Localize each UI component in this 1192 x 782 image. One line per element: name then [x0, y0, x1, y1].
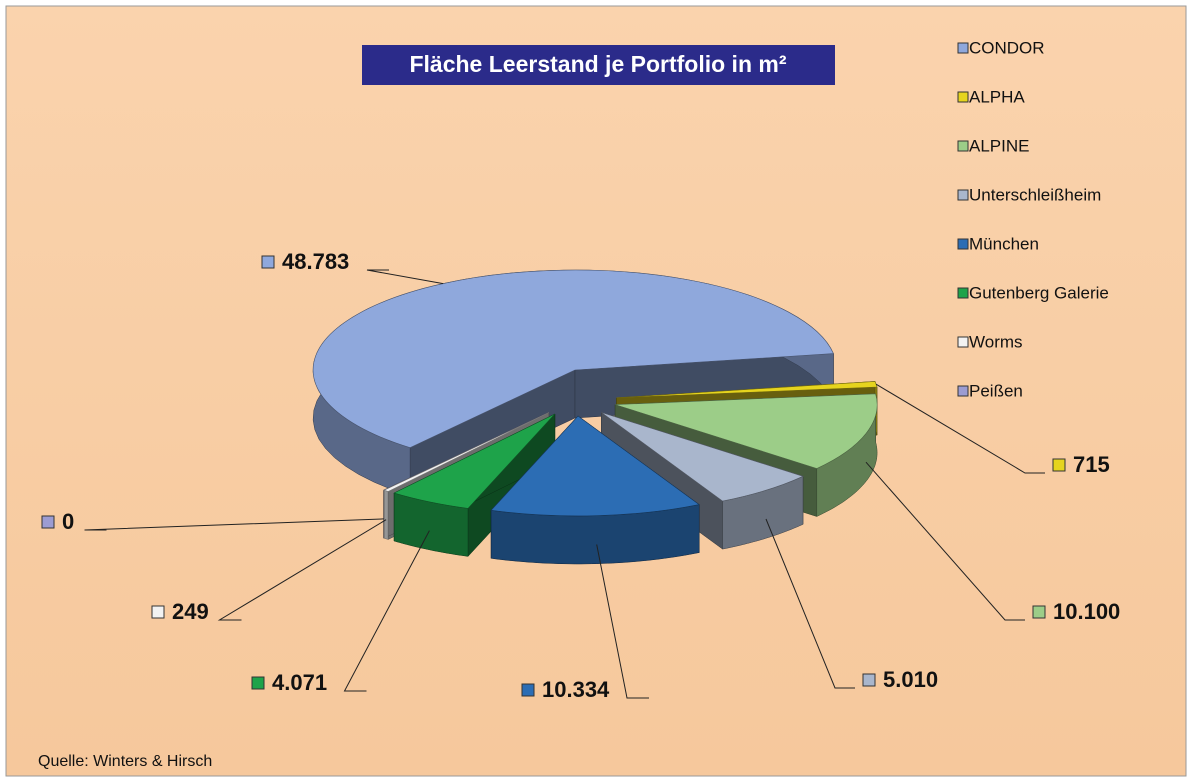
- label-swatch: [521, 683, 535, 697]
- pie-slice: [312, 269, 834, 449]
- label-swatch: [151, 605, 165, 619]
- legend-label: Worms: [969, 332, 1023, 351]
- value-label: 10.334: [542, 677, 610, 702]
- slice-side: [383, 489, 389, 541]
- label-swatch: [251, 676, 265, 690]
- pie-slice: [383, 412, 550, 492]
- value-label: 249: [172, 599, 209, 624]
- chart-title: Fläche Leerstand je Portfolio in m²: [409, 51, 786, 77]
- legend-label: München: [969, 234, 1039, 253]
- legend-label: Unterschleißheim: [969, 185, 1101, 204]
- leader-line: [765, 518, 855, 689]
- legend-label: Peißen: [969, 381, 1023, 400]
- legend-swatch: [957, 91, 969, 103]
- title-box: [362, 45, 835, 85]
- value-label: 48.783: [282, 249, 349, 274]
- value-label: 4.071: [272, 670, 327, 695]
- value-label: 10.100: [1053, 599, 1120, 624]
- leader-line: [217, 519, 387, 621]
- leader-line: [343, 530, 430, 692]
- pie: [312, 269, 878, 565]
- legend-label: ALPHA: [969, 87, 1025, 106]
- value-label: 0: [62, 509, 74, 534]
- legend-swatch: [957, 189, 969, 201]
- pie-slice: [601, 412, 804, 502]
- value-label: 5.010: [883, 667, 938, 692]
- legend-swatch: [957, 140, 969, 152]
- legend-label: CONDOR: [969, 38, 1045, 57]
- label-swatch: [1052, 458, 1066, 472]
- label-swatch: [261, 255, 275, 269]
- legend-swatch: [957, 336, 969, 348]
- legend-swatch: [957, 385, 969, 397]
- leader-line: [865, 461, 1025, 621]
- pie-slice: [393, 413, 556, 509]
- label-swatch: [862, 673, 876, 687]
- leader-line: [366, 269, 444, 285]
- legend-swatch: [957, 42, 969, 54]
- leader-line: [84, 518, 384, 531]
- labels: 48.783 715 10.100 5.010 10.334 4.071 249 0: [41, 249, 1120, 702]
- legend-swatch: [957, 287, 969, 299]
- legend-label: Gutenberg Galerie: [969, 283, 1109, 302]
- source-note: Quelle: Winters & Hirsch: [38, 753, 212, 770]
- label-swatch: [1032, 605, 1046, 619]
- value-label: 715: [1073, 452, 1110, 477]
- pie-slice: [615, 393, 878, 469]
- pie-slice: [490, 415, 700, 517]
- legend-label: ALPINE: [969, 136, 1029, 155]
- label-swatch: [41, 515, 55, 529]
- leader-line: [596, 544, 649, 699]
- leader-line: [875, 383, 1045, 474]
- legend-swatch: [957, 238, 969, 250]
